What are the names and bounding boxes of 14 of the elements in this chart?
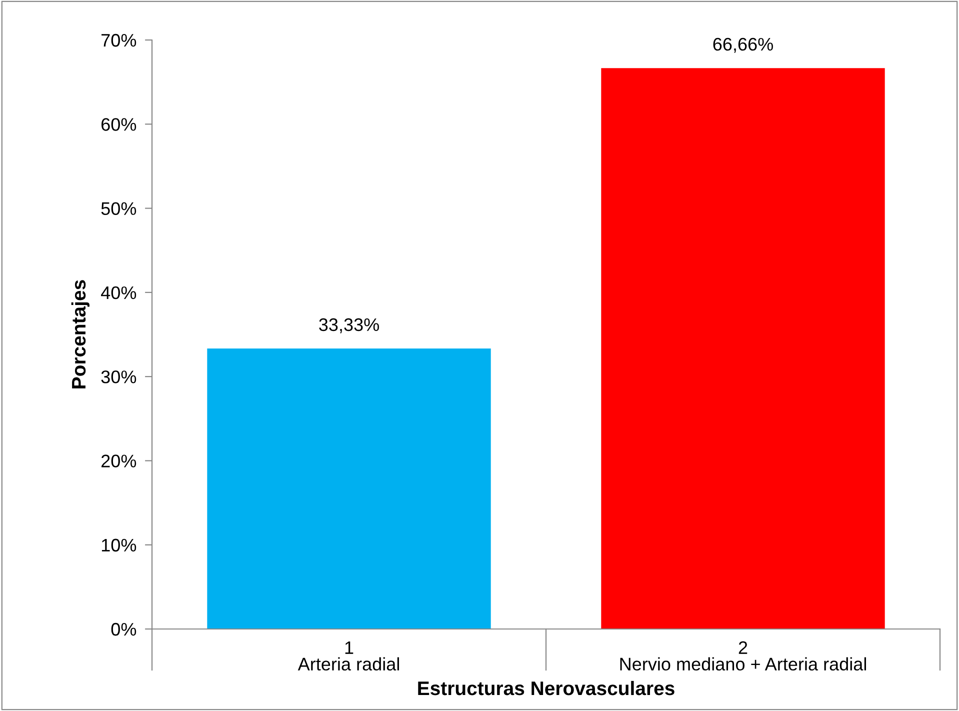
data-label: 66,66% (713, 38, 773, 53)
y-tick-label: 50% (101, 202, 136, 216)
data-label: 33,33% (319, 318, 379, 334)
x-tick-label: 2 Nervio mediano + Arteria radial (620, 641, 866, 671)
y-tick-label: 40% (101, 286, 136, 300)
y-tick-label: 30% (101, 370, 136, 384)
x-tick-label: 1 Arteria radial (298, 641, 399, 671)
y-tick-label: 60% (102, 118, 136, 131)
y-tick-label: 10% (102, 538, 136, 552)
y-tick-label: 20% (101, 454, 136, 468)
y-tick-label: 70% (102, 34, 136, 47)
y-tick-label: 0% (111, 622, 136, 636)
x-axis-title: Estructuras Nerovasculares (418, 680, 674, 696)
y-axis-title: Porcentajes (71, 280, 90, 388)
